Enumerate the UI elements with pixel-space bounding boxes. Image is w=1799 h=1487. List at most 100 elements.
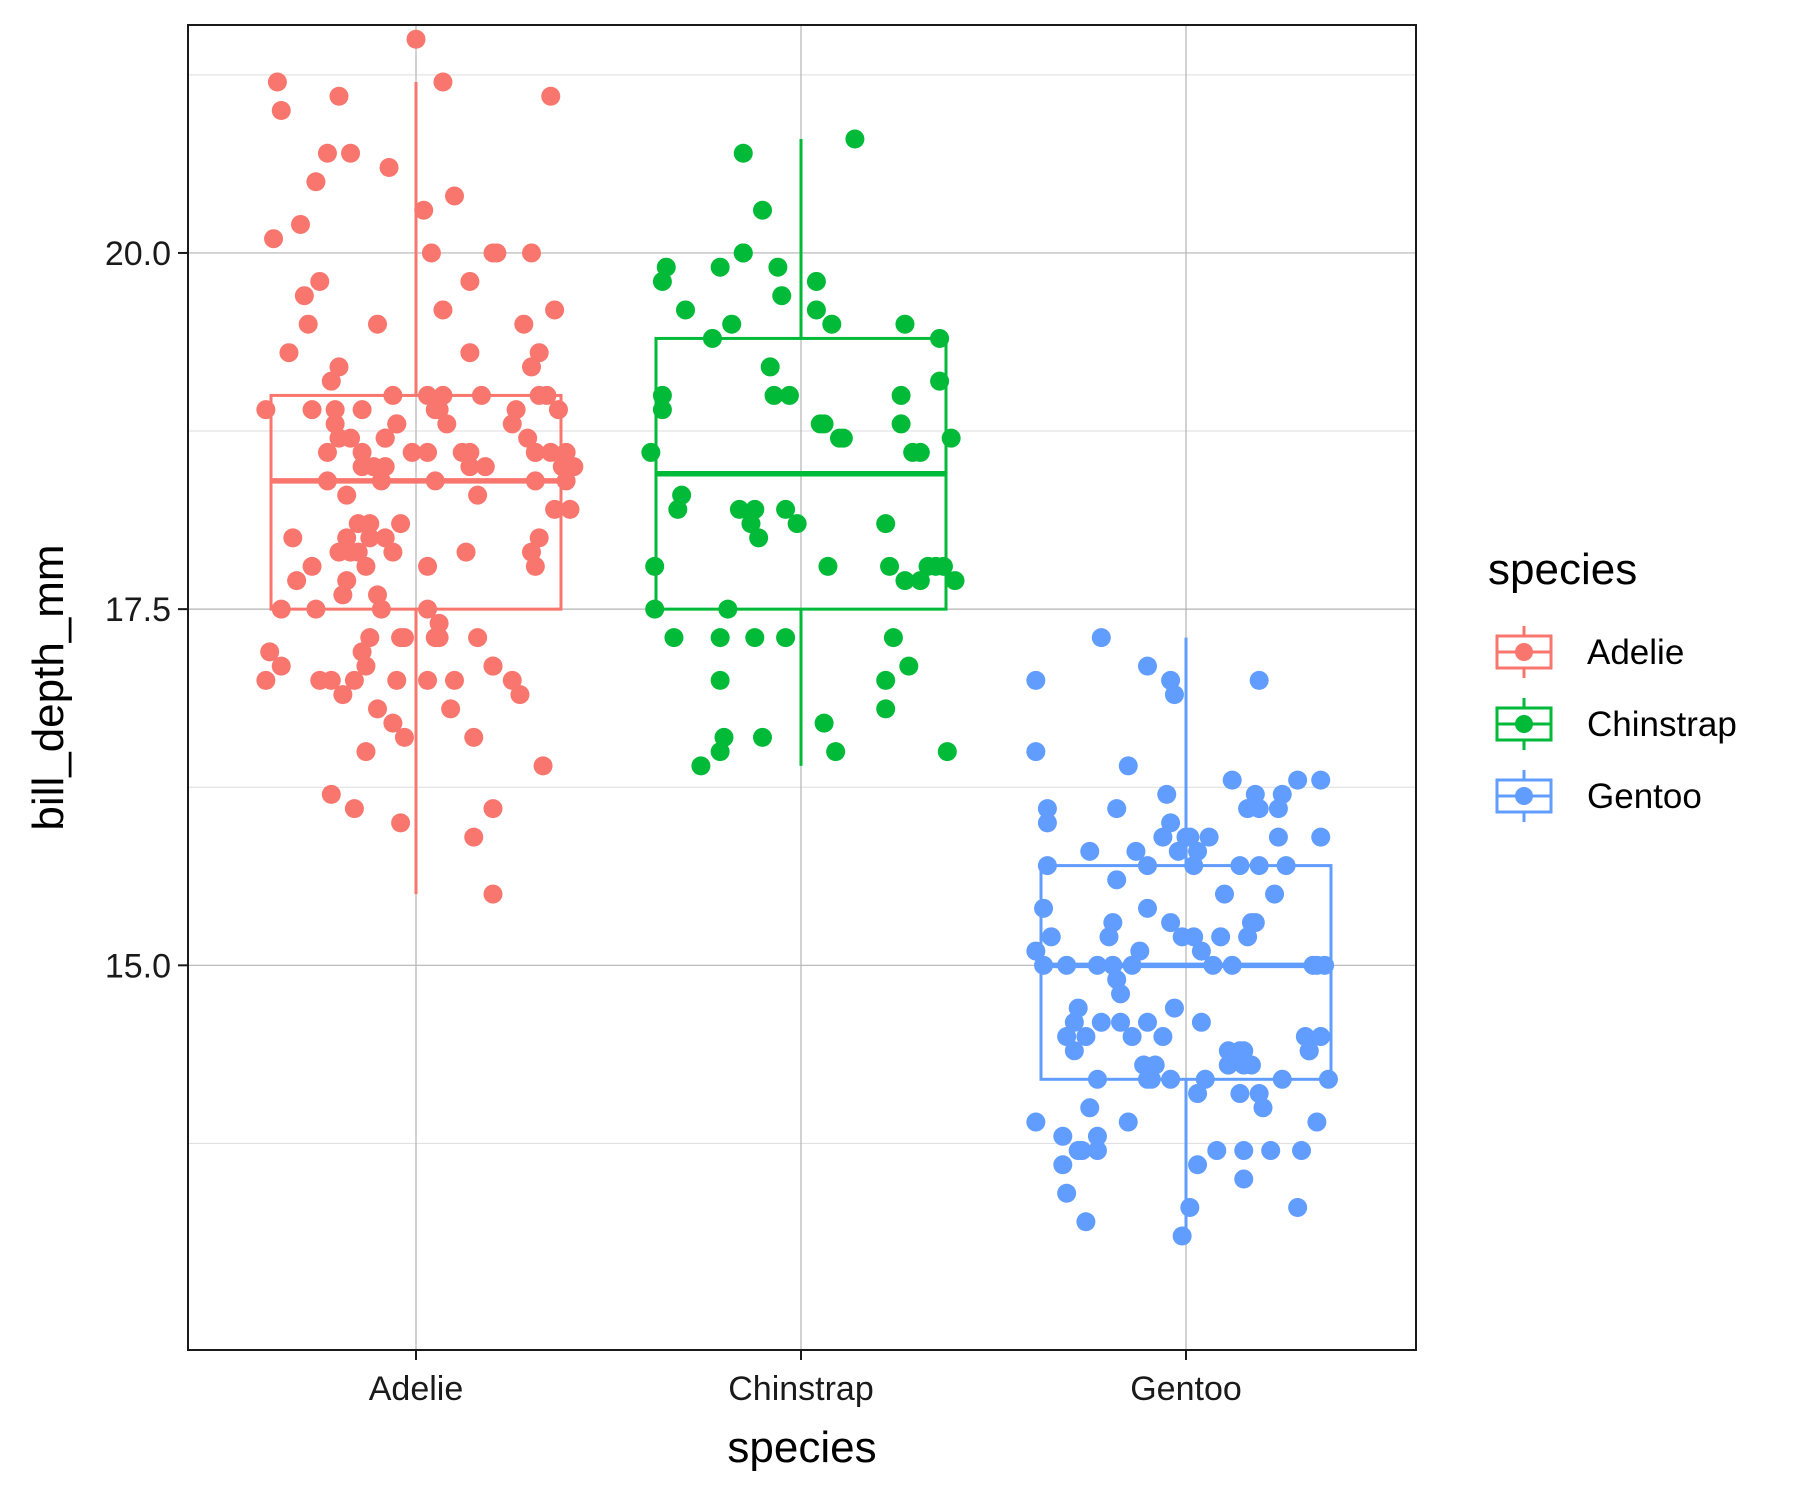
data-point-adelie bbox=[418, 385, 438, 405]
data-point-chinstrap bbox=[776, 628, 796, 648]
data-point-gentoo bbox=[1215, 884, 1234, 904]
data-point-adelie bbox=[310, 271, 330, 291]
data-point-chinstrap bbox=[768, 257, 788, 277]
data-point-gentoo bbox=[1195, 1069, 1215, 1089]
data-point-gentoo bbox=[1230, 1084, 1250, 1104]
data-point-gentoo bbox=[1222, 955, 1242, 975]
data-point-gentoo bbox=[1041, 927, 1061, 947]
data-point-chinstrap bbox=[814, 713, 834, 733]
data-point-chinstrap bbox=[845, 129, 865, 149]
data-point-adelie bbox=[445, 670, 464, 690]
data-point-chinstrap bbox=[814, 414, 834, 434]
data-point-chinstrap bbox=[753, 727, 772, 747]
data-point-adelie bbox=[287, 571, 307, 591]
data-point-chinstrap bbox=[764, 385, 784, 405]
data-point-gentoo bbox=[1188, 841, 1208, 861]
data-point-chinstrap bbox=[883, 628, 903, 648]
data-point-adelie bbox=[317, 442, 337, 462]
data-point-adelie bbox=[317, 143, 337, 163]
data-point-gentoo bbox=[1188, 1084, 1208, 1104]
data-point-gentoo bbox=[1288, 770, 1308, 790]
data-point-adelie bbox=[560, 499, 580, 519]
data-point-adelie bbox=[460, 271, 480, 291]
data-point-chinstrap bbox=[729, 499, 749, 519]
data-point-gentoo bbox=[1245, 913, 1265, 933]
y-axis-ticks: 15.0 17.5 20.0 bbox=[105, 235, 188, 985]
data-point-adelie bbox=[360, 514, 380, 534]
data-point-gentoo bbox=[1276, 856, 1296, 876]
data-point-gentoo bbox=[1026, 941, 1046, 961]
data-point-gentoo bbox=[1234, 1141, 1254, 1161]
data-point-adelie bbox=[506, 400, 526, 420]
data-point-adelie bbox=[283, 528, 303, 548]
data-point-chinstrap bbox=[779, 385, 799, 405]
data-point-adelie bbox=[529, 343, 549, 363]
data-point-chinstrap bbox=[806, 300, 826, 320]
data-point-adelie bbox=[344, 670, 364, 690]
data-point-chinstrap bbox=[933, 556, 953, 576]
data-point-adelie bbox=[375, 457, 395, 477]
data-point-adelie bbox=[418, 599, 438, 619]
data-point-chinstrap bbox=[702, 328, 722, 348]
data-point-adelie bbox=[525, 471, 545, 491]
data-point-adelie bbox=[344, 799, 364, 819]
data-point-chinstrap bbox=[733, 243, 753, 263]
data-point-gentoo bbox=[1299, 1041, 1319, 1061]
data-point-adelie bbox=[391, 813, 411, 833]
data-point-gentoo bbox=[1107, 870, 1127, 890]
data-point-gentoo bbox=[1311, 770, 1331, 790]
data-point-gentoo bbox=[1138, 856, 1157, 876]
data-point-adelie bbox=[387, 670, 407, 690]
data-point-chinstrap bbox=[691, 756, 711, 776]
data-point-adelie bbox=[514, 314, 534, 334]
data-point-gentoo bbox=[1295, 1027, 1315, 1047]
data-point-chinstrap bbox=[787, 514, 807, 534]
data-point-adelie bbox=[425, 471, 445, 491]
data-point-chinstrap bbox=[710, 257, 730, 277]
data-point-gentoo bbox=[1161, 913, 1181, 933]
data-point-gentoo bbox=[1222, 770, 1242, 790]
data-point-adelie bbox=[418, 442, 438, 462]
data-point-chinstrap bbox=[930, 371, 950, 391]
data-point-gentoo bbox=[1130, 941, 1150, 961]
data-point-adelie bbox=[391, 514, 411, 534]
data-point-gentoo bbox=[1076, 1212, 1096, 1232]
data-point-adelie bbox=[291, 214, 310, 234]
data-point-adelie bbox=[271, 599, 291, 619]
data-point-adelie bbox=[471, 385, 491, 405]
data-point-chinstrap bbox=[880, 556, 900, 576]
data-point-gentoo bbox=[1311, 827, 1331, 847]
data-point-adelie bbox=[556, 471, 576, 491]
legend-label: Adelie bbox=[1587, 633, 1684, 672]
data-point-adelie bbox=[294, 286, 314, 306]
data-point-adelie bbox=[525, 556, 545, 576]
data-point-gentoo bbox=[1087, 1069, 1107, 1089]
data-point-gentoo bbox=[1107, 799, 1127, 819]
data-point-adelie bbox=[329, 86, 349, 106]
legend-key-point bbox=[1515, 787, 1533, 805]
data-point-adelie bbox=[468, 485, 488, 505]
data-point-gentoo bbox=[1207, 1141, 1227, 1161]
data-point-chinstrap bbox=[668, 499, 688, 519]
data-point-adelie bbox=[298, 314, 318, 334]
data-point-adelie bbox=[522, 357, 541, 377]
data-point-adelie bbox=[418, 670, 438, 690]
data-point-gentoo bbox=[1261, 1141, 1281, 1161]
data-point-adelie bbox=[383, 385, 403, 405]
data-point-adelie bbox=[545, 499, 565, 519]
data-point-gentoo bbox=[1265, 884, 1285, 904]
data-point-gentoo bbox=[1037, 856, 1057, 876]
data-point-adelie bbox=[302, 556, 322, 576]
data-point-adelie bbox=[537, 385, 557, 405]
data-point-chinstrap bbox=[910, 442, 930, 462]
data-point-gentoo bbox=[1172, 1226, 1192, 1246]
data-point-adelie bbox=[306, 172, 326, 192]
data-point-gentoo bbox=[1318, 1069, 1338, 1089]
data-point-gentoo bbox=[1218, 1055, 1238, 1075]
data-point-chinstrap bbox=[710, 670, 730, 690]
data-point-gentoo bbox=[1199, 827, 1219, 847]
data-point-adelie bbox=[321, 371, 341, 391]
legend-key-point bbox=[1515, 643, 1533, 661]
data-point-gentoo bbox=[1188, 1155, 1208, 1175]
